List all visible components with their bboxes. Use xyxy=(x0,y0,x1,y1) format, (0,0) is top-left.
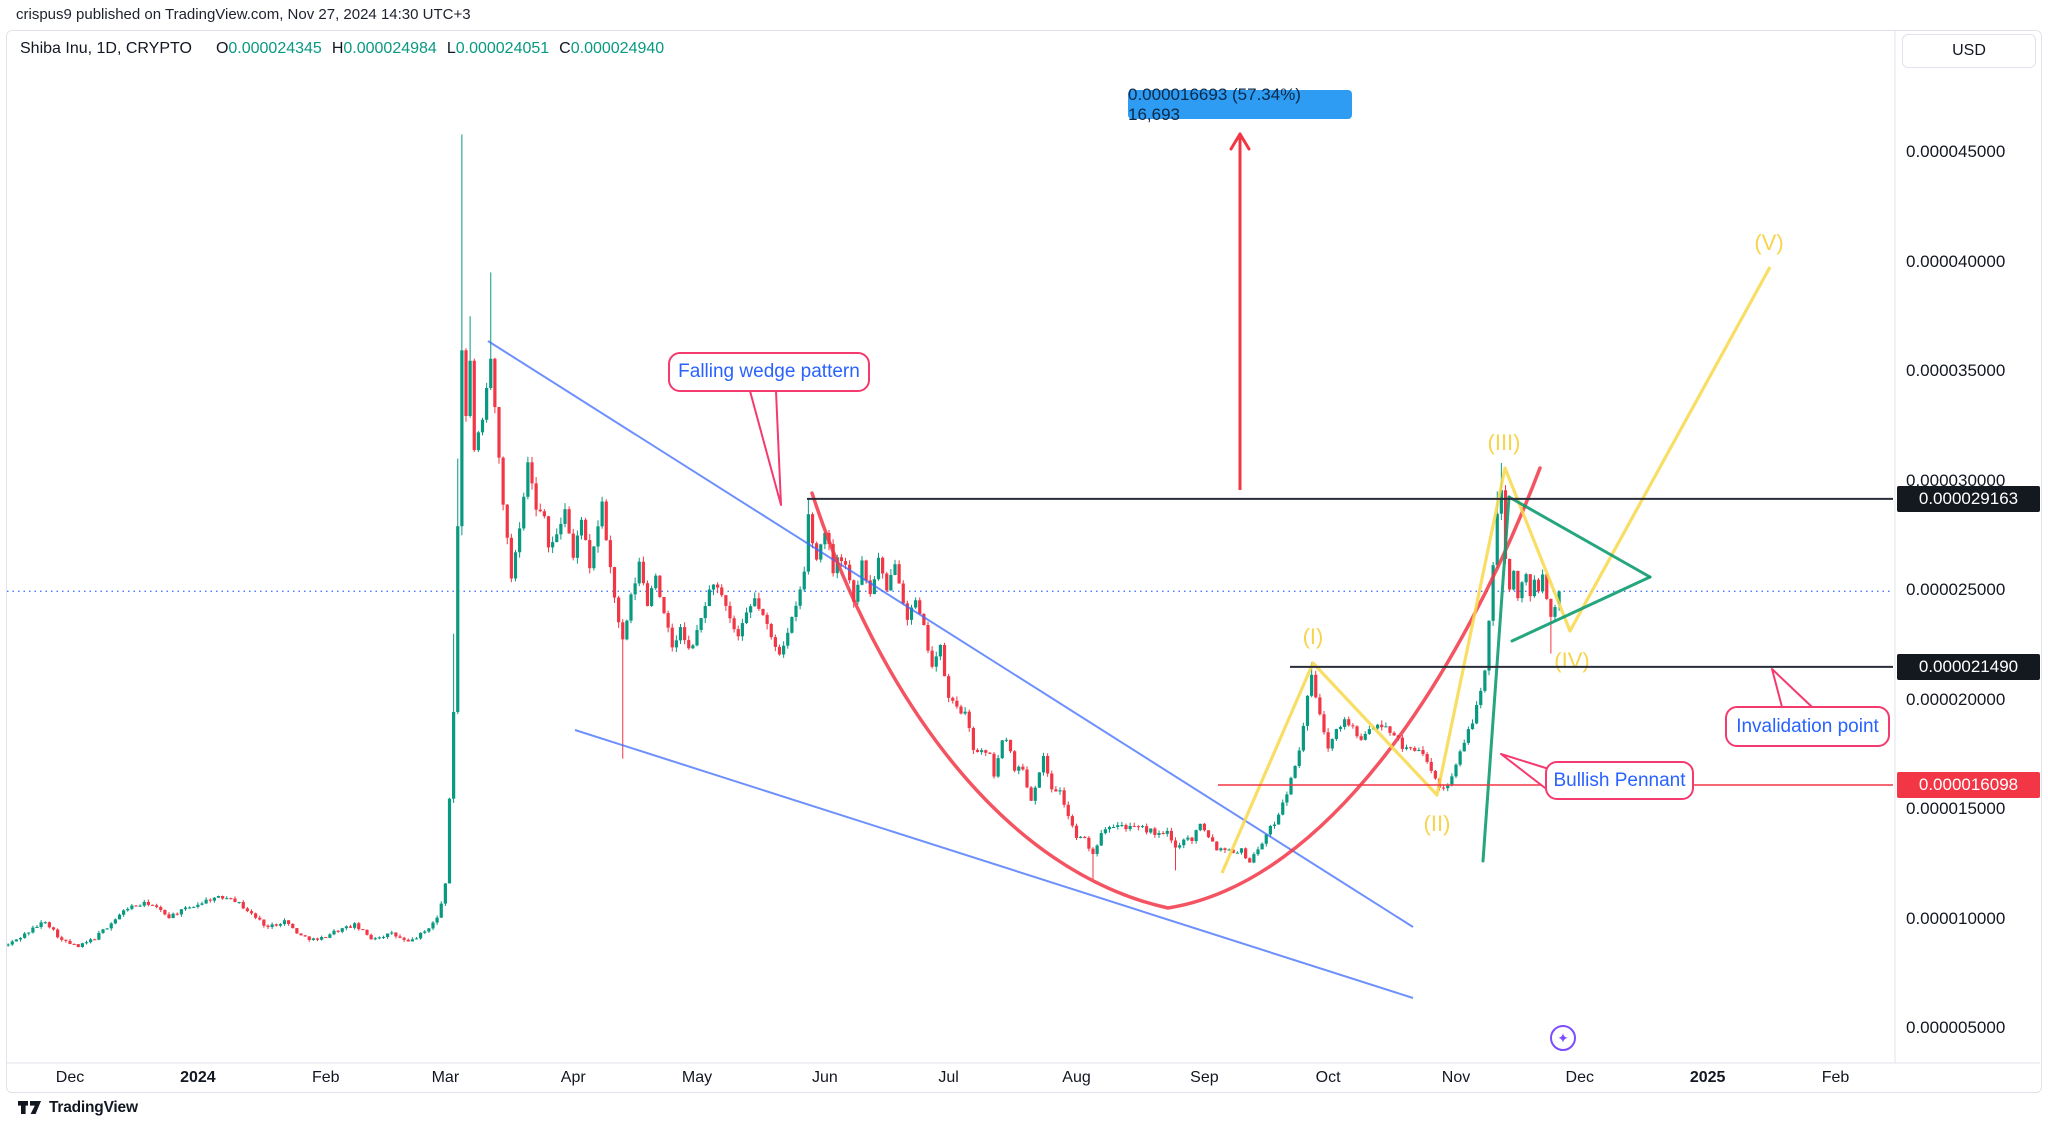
rounded-bottom-arc xyxy=(810,466,1542,910)
ohlc-value: 0.000024051 xyxy=(455,40,550,57)
time-tick: May xyxy=(681,1069,713,1086)
ohlc-key: O xyxy=(215,40,229,57)
price-tick: 0.000015000 xyxy=(1906,799,2006,818)
wave-label: (IV) xyxy=(1554,648,1589,673)
price-tick: 0.000040000 xyxy=(1906,251,2006,271)
ohlc-values: O0.000024345 H0.000024984 L0.000024051 C0.0… xyxy=(206,40,664,57)
price-tick: 0.000045000 xyxy=(1906,142,2006,161)
pennant-line xyxy=(1507,495,1652,579)
sparkle-marker-icon[interactable]: ✦ xyxy=(1550,1025,1576,1051)
time-tick: Nov xyxy=(1441,1069,1471,1086)
ohlc-key: L xyxy=(446,40,456,57)
time-tick: Oct xyxy=(1315,1069,1341,1086)
price-tick: 0.000020000 xyxy=(1906,689,2006,709)
wedge-upper-line xyxy=(487,340,1414,928)
falling-wedge-tail xyxy=(749,390,782,506)
time-tick: Mar xyxy=(431,1069,460,1086)
ohlc-value: 0.000024984 xyxy=(343,40,437,57)
ohlc-key: C xyxy=(559,40,571,57)
pennant-line xyxy=(1510,575,1652,643)
time-tick: Dec xyxy=(55,1069,85,1086)
wave-label: (II) xyxy=(1424,811,1451,836)
price-tick: 0.000025000 xyxy=(1906,580,2006,599)
ohlc-value: 0.000024940 xyxy=(570,40,665,57)
symbol-title[interactable]: Shiba Inu, 1D, CRYPTO xyxy=(20,40,192,57)
callout-bullish-pennant[interactable]: Bullish Pennant xyxy=(1545,761,1694,800)
price-tick: 0.000035000 xyxy=(1906,361,2006,380)
tradingview-logo-icon xyxy=(18,1101,41,1114)
time-tick: Feb xyxy=(1821,1069,1850,1086)
tradingview-attribution[interactable]: TradingView xyxy=(18,1099,138,1117)
time-tick: 2024 xyxy=(180,1069,216,1086)
measure-tool-label[interactable]: 0.000016693 (57.34%) 16,693 xyxy=(1128,85,1352,124)
ohlc-key: H xyxy=(331,40,344,57)
time-tick: Feb xyxy=(311,1069,340,1086)
time-tick: Jul xyxy=(938,1069,959,1086)
target-level-price-label: 0.000029163 xyxy=(1897,485,2040,512)
time-tick: 2025 xyxy=(1689,1069,1726,1086)
pennant-line xyxy=(1481,495,1511,863)
chart-legend: Shiba Inu, 1D, CRYPTO O0.000024345 H0.0000… xyxy=(20,40,664,58)
time-tick: Aug xyxy=(1062,1069,1091,1086)
candlestick-series xyxy=(7,134,1561,948)
currency-button[interactable]: USD xyxy=(1902,34,2036,68)
price-tick: 0.000010000 xyxy=(1906,908,2006,928)
published-line: crispus9 published on TradingView.com, N… xyxy=(16,6,471,23)
time-tick: Sep xyxy=(1190,1069,1219,1086)
invalidation-level-price-label: 0.000021490 xyxy=(1897,653,2040,680)
callout-invalidation-point[interactable]: Invalidation point xyxy=(1725,706,1890,747)
elliott-wave-path xyxy=(1220,266,1772,874)
callout-falling-wedge[interactable]: Falling wedge pattern xyxy=(668,352,870,392)
wave-label: (III) xyxy=(1488,430,1521,455)
wedge-lower-line xyxy=(574,729,1414,999)
support-level-price-label: 0.000016098 xyxy=(1897,771,2040,798)
price-tick: 0.000030000 xyxy=(1906,470,2006,490)
time-tick: Jun xyxy=(811,1069,838,1086)
time-tick: Apr xyxy=(560,1069,586,1086)
time-tick: Dec xyxy=(1565,1069,1594,1086)
tradingview-logo-text: TradingView xyxy=(49,1099,138,1116)
wave-label: (V) xyxy=(1754,230,1783,255)
ohlc-value: 0.000024345 xyxy=(228,40,322,57)
price-tick: 0.000005000 xyxy=(1906,1018,2006,1037)
wave-label: (I) xyxy=(1303,624,1324,649)
invalidation-point-tail xyxy=(1771,668,1813,708)
